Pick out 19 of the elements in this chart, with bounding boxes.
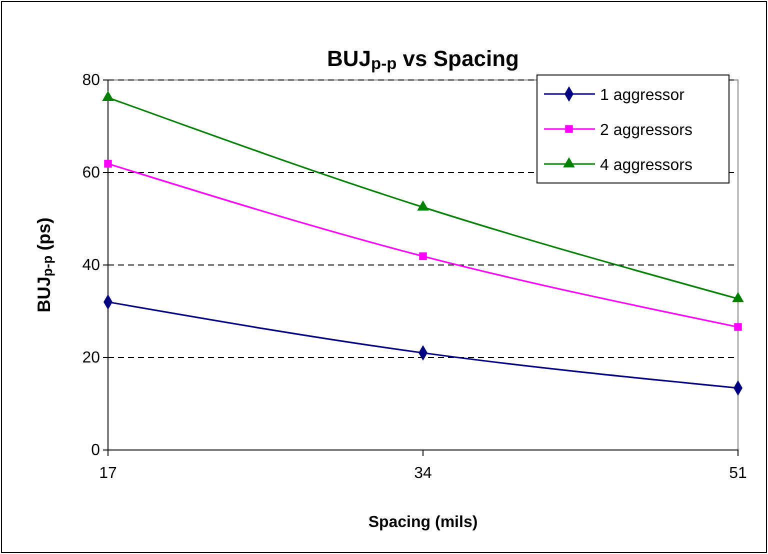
y-tick-label: 40 xyxy=(82,257,100,274)
x-axis-title: Spacing (mils) xyxy=(368,514,478,531)
x-tick-label: 34 xyxy=(414,465,432,482)
legend-label: 4 aggressors xyxy=(600,157,692,174)
point xyxy=(419,252,427,260)
y-tick-label: 80 xyxy=(82,72,100,90)
y-tick-label: 0 xyxy=(91,442,100,460)
y-tick-label: 20 xyxy=(82,350,100,367)
point xyxy=(732,292,744,302)
legend-label: 1 aggressor xyxy=(600,87,686,104)
chart-title: BUJ$_{p-p}$ vs Spacing xyxy=(327,46,519,73)
x-tick-label: 17 xyxy=(99,465,117,482)
y-tick-label: 60 xyxy=(82,164,100,182)
point xyxy=(104,160,112,168)
point xyxy=(417,200,429,211)
point xyxy=(102,90,114,101)
point xyxy=(734,323,742,331)
legend-label: 2 aggressors xyxy=(600,122,692,139)
x-tick-label: 51 xyxy=(729,465,747,482)
